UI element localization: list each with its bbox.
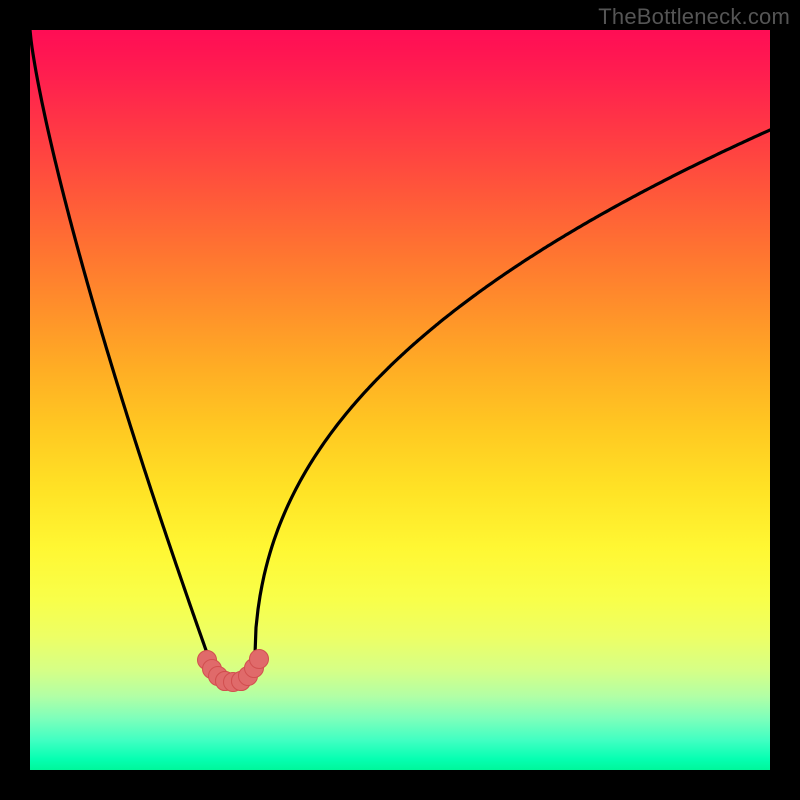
chart-svg [0, 0, 800, 800]
watermark-text: TheBottleneck.com [598, 4, 790, 30]
chart-container: TheBottleneck.com [0, 0, 800, 800]
